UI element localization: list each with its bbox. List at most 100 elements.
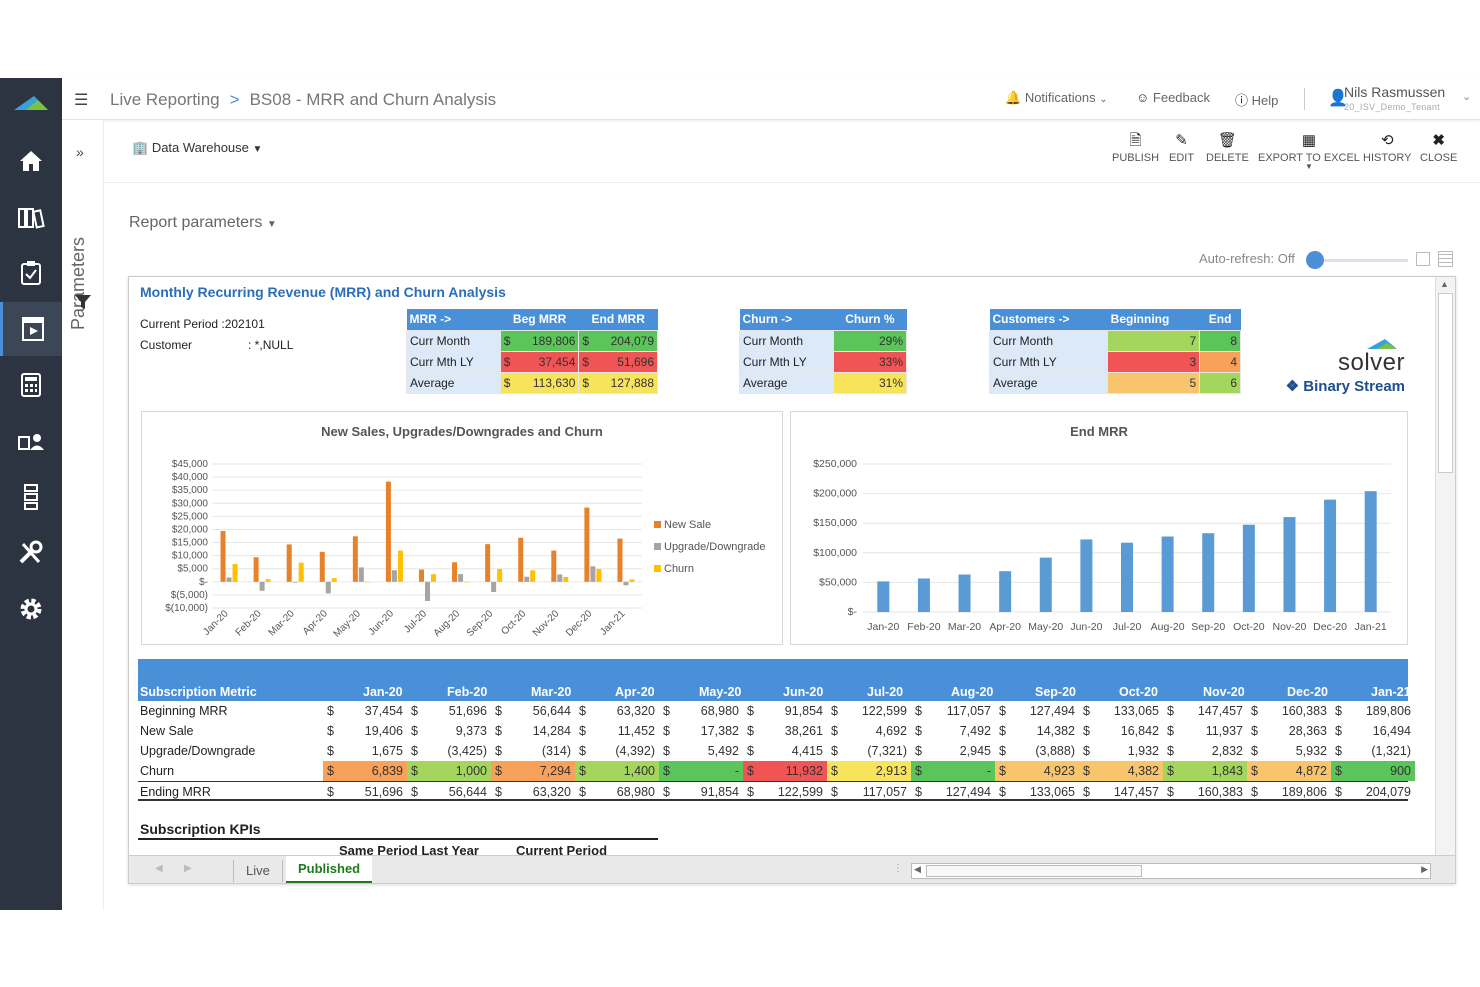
cell-value: 117,057 <box>862 785 907 799</box>
currency: $ <box>495 744 502 758</box>
chevron-down-icon: ▼ <box>252 144 263 155</box>
close-label: CLOSE <box>1420 152 1458 164</box>
table-cell: $68,980 <box>659 701 743 721</box>
row-label: Curr Month <box>406 329 501 352</box>
table-row: Upgrade/Downgrade $1,675 $ (3,425) $ (314) $ (4… <box>138 741 1411 761</box>
expand-double-chevron-icon[interactable]: » <box>76 144 84 160</box>
vertical-scrollbar[interactable]: ▲ <box>1435 277 1455 855</box>
help-circle-icon: ⓘ <box>1235 93 1249 108</box>
tab-published[interactable]: Published <box>286 856 373 883</box>
menu-hamburger-icon[interactable]: ☰ <box>74 92 89 109</box>
help-button[interactable]: ⓘ Help <box>1235 90 1278 109</box>
publish-icon: 🗎 <box>1129 132 1142 149</box>
tab-prev-icon[interactable]: ◀ <box>155 863 163 874</box>
tab-live[interactable]: Live <box>233 860 283 882</box>
month-header: Mar-20 <box>531 685 572 699</box>
horizontal-scrollbar[interactable]: ◀ ▶ <box>911 863 1431 879</box>
cell-value: 14,284 <box>532 724 571 738</box>
data-source-dropdown[interactable]: 🏢 Data Warehouse ▼ <box>132 140 262 156</box>
slider-knob[interactable] <box>1306 251 1324 269</box>
export-label: EXPORT TO EXCEL <box>1258 152 1360 164</box>
bar-0 <box>352 536 358 582</box>
table-cell: $5,492 <box>659 741 743 761</box>
table-cell: $19,406 <box>323 721 407 741</box>
month-header: Jan-21 <box>1371 685 1411 699</box>
history-button[interactable]: ⟲ HISTORY <box>1363 130 1412 164</box>
table-cell: $122,599 <box>827 701 911 721</box>
export-excel-button[interactable]: ▦ EXPORT TO EXCEL ▼ <box>1258 130 1360 171</box>
calculator-icon[interactable] <box>0 358 62 412</box>
tab-next-icon[interactable]: ▶ <box>184 863 192 874</box>
cell-value: 127,494 <box>945 785 991 799</box>
cell-value: 160,383 <box>1281 704 1327 718</box>
table-header-row: Subscription Metric Jan-20 Feb-20 Mar-20 Ap… <box>138 659 1411 701</box>
table-cell: $147,457 <box>1163 701 1247 721</box>
currency: $ <box>579 724 586 738</box>
expand-icon[interactable] <box>1416 252 1430 266</box>
currency: $ <box>1083 785 1090 799</box>
bar-2 <box>397 550 403 582</box>
cell-value: 204,079 <box>1365 785 1411 799</box>
table-row: Ending MRR $51,696 $56,644 $63,320 $68,980 $9… <box>138 781 1411 802</box>
user-icon[interactable]: 👤 <box>1328 90 1348 107</box>
currency: $ <box>495 785 502 799</box>
y-tick-label: $- <box>848 606 858 618</box>
row-label: Average <box>988 371 1109 394</box>
currency: $ <box>579 744 586 758</box>
library-icon[interactable] <box>0 190 62 244</box>
scroll-right-icon[interactable]: ▶ <box>1421 864 1428 874</box>
table-cell: $56,644 <box>407 782 491 802</box>
tools-icon[interactable] <box>0 526 62 580</box>
notifications-button[interactable]: 🔔 Notifications ⌄ <box>1005 90 1108 106</box>
currency: $ <box>915 785 922 799</box>
table-cell: $16,842 <box>1079 721 1163 741</box>
filter-icon[interactable] <box>74 294 92 310</box>
table-cell: $68,980 <box>575 782 659 802</box>
x-tick-label: Jul-20 <box>1113 621 1142 633</box>
splitter-handle-icon[interactable]: ⋮ <box>893 863 903 874</box>
reports-icon[interactable] <box>0 302 62 356</box>
settings-gear-icon[interactable] <box>0 582 62 636</box>
chevron-down-icon: ⌄ <box>1099 94 1108 105</box>
month-header: May-20 <box>699 685 742 699</box>
kpi-header-current: Current Period <box>516 843 608 858</box>
scrollbar-thumb[interactable] <box>1438 293 1453 473</box>
left-nav-rail <box>0 78 62 910</box>
x-tick-label: Jan-20 <box>867 621 899 633</box>
bar-0 <box>220 531 226 582</box>
clipboard-icon[interactable] <box>0 246 62 300</box>
horizontal-scroll-thumb[interactable] <box>926 865 1142 877</box>
home-icon[interactable] <box>0 134 62 188</box>
report-parameters-toggle[interactable]: Report parameters ▼ <box>129 214 277 232</box>
scroll-left-icon[interactable]: ◀ <box>914 864 921 874</box>
currency: $ <box>663 764 670 778</box>
x-tick-label: May-20 <box>332 608 364 640</box>
scroll-up-icon[interactable]: ▲ <box>1440 279 1449 289</box>
chart-title: End MRR <box>1070 424 1128 439</box>
user-name[interactable]: Nils Rasmussen <box>1344 84 1446 100</box>
hierarchy-icon[interactable] <box>0 470 62 524</box>
edit-button[interactable]: ✎ EDIT <box>1169 130 1194 164</box>
cell-value: 63,320 <box>532 785 571 799</box>
user-menu-chevron-icon[interactable]: ⌄ <box>1462 91 1472 103</box>
table-cell: $91,854 <box>743 701 827 721</box>
delete-button[interactable]: 🗑 DELETE <box>1206 130 1249 164</box>
bar-2 <box>364 581 370 583</box>
close-button[interactable]: ✖ CLOSE <box>1420 130 1457 164</box>
table-cell: $37,454 <box>323 701 407 721</box>
currency: $ <box>1335 764 1342 778</box>
x-tick-label: Sep-20 <box>465 608 496 639</box>
auto-refresh-slider[interactable] <box>1306 251 1408 269</box>
table-cell: $127,494 <box>995 701 1079 721</box>
currency: $ <box>663 785 670 799</box>
currency: $ <box>582 354 590 369</box>
grid-view-icon[interactable] <box>1438 251 1453 267</box>
cell-value: 5,492 <box>707 744 739 758</box>
users-data-icon[interactable] <box>0 414 62 468</box>
breadcrumb-root[interactable]: Live Reporting <box>110 90 220 109</box>
publish-button[interactable]: 🗎 PUBLISH <box>1112 130 1159 164</box>
table-row: Curr Mth LY 33% <box>739 350 908 373</box>
feedback-button[interactable]: ☺ Feedback <box>1136 90 1210 105</box>
metric-header: Subscription Metric <box>140 685 257 699</box>
cell-value: 7,492 <box>959 724 991 738</box>
